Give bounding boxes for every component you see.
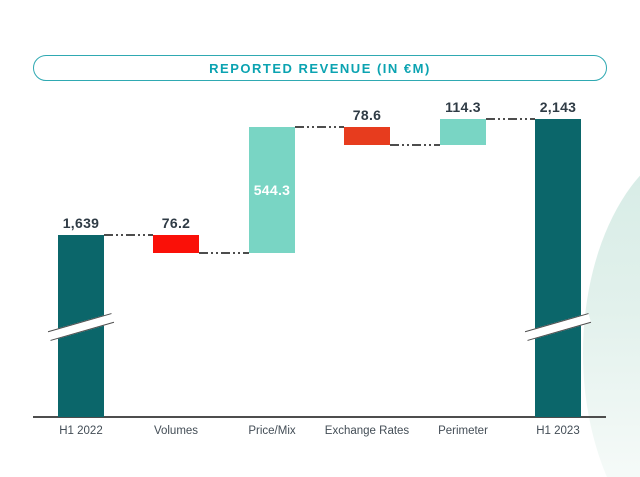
bar-volumes (153, 235, 199, 253)
category-label-price-mix: Price/Mix (248, 425, 296, 437)
value-label-h1-2022: 1,639 (62, 215, 100, 231)
connector-line (295, 126, 344, 128)
chart-title-pill: REPORTED REVENUE (IN €M) (33, 55, 607, 81)
connector-line (486, 118, 535, 120)
connector-line (199, 252, 249, 254)
connector-line (390, 144, 440, 146)
category-label-volumes: Volumes (153, 425, 199, 437)
value-label-price-mix: 544.3 (253, 182, 291, 198)
category-label-perimeter: Perimeter (438, 425, 488, 437)
category-label-exchange-rates: Exchange Rates (324, 425, 410, 437)
value-label-volumes: 76.2 (161, 215, 191, 231)
category-label-h1-2023: H1 2023 (536, 425, 580, 437)
connector-line (104, 234, 153, 236)
category-label-h1-2022: H1 2022 (59, 425, 103, 437)
bar-h1-2023 (535, 119, 581, 417)
x-axis-line (33, 416, 606, 418)
value-label-perimeter: 114.3 (445, 99, 481, 115)
value-label-exchange-rates: 78.6 (352, 107, 382, 123)
value-label-h1-2023: 2,143 (539, 99, 577, 115)
bar-perimeter (440, 119, 486, 145)
chart-title: REPORTED REVENUE (IN €M) (209, 60, 431, 76)
bar-price-mix (249, 127, 295, 253)
bar-exchange-rates (344, 127, 390, 145)
